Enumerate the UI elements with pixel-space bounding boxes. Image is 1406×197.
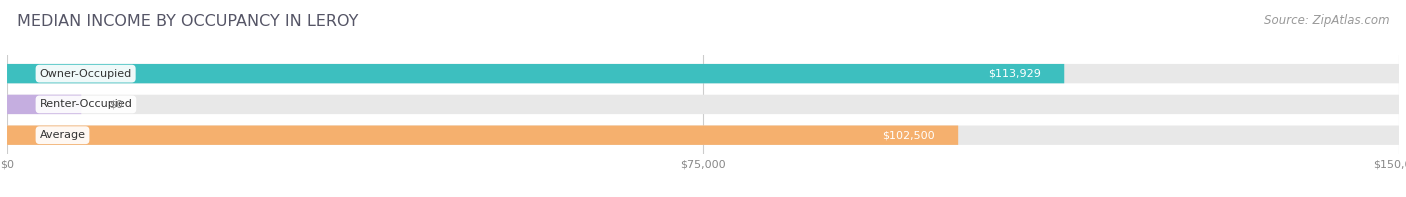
- Text: Owner-Occupied: Owner-Occupied: [39, 69, 132, 79]
- Text: $102,500: $102,500: [883, 130, 935, 140]
- FancyBboxPatch shape: [7, 125, 959, 145]
- Text: Average: Average: [39, 130, 86, 140]
- Text: MEDIAN INCOME BY OCCUPANCY IN LEROY: MEDIAN INCOME BY OCCUPANCY IN LEROY: [17, 14, 359, 29]
- FancyBboxPatch shape: [7, 64, 1064, 83]
- FancyBboxPatch shape: [7, 125, 1399, 145]
- Text: Renter-Occupied: Renter-Occupied: [39, 99, 132, 109]
- FancyBboxPatch shape: [7, 64, 1399, 83]
- Text: $113,929: $113,929: [988, 69, 1040, 79]
- Text: $0: $0: [110, 99, 124, 109]
- FancyBboxPatch shape: [7, 95, 82, 114]
- Text: Source: ZipAtlas.com: Source: ZipAtlas.com: [1264, 14, 1389, 27]
- FancyBboxPatch shape: [7, 95, 1399, 114]
